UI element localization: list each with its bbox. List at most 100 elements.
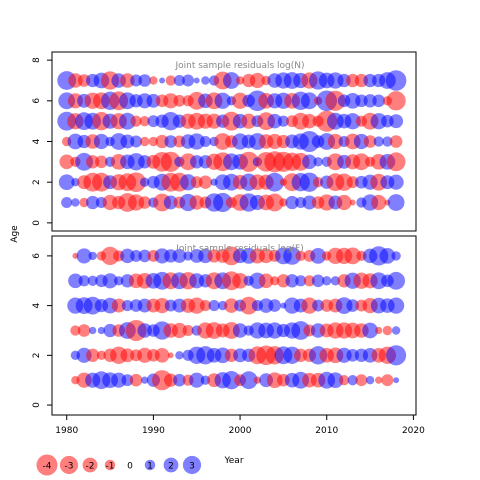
log-f-bubble <box>121 300 133 312</box>
log-f-bubble <box>375 376 383 384</box>
legend-bubble <box>104 459 116 471</box>
log-n-bubble <box>265 193 284 212</box>
log-n-bubble <box>238 151 259 172</box>
log-n-bubble <box>79 197 89 208</box>
log-f-bubble <box>78 275 90 287</box>
log-n-bubble <box>265 172 285 192</box>
log-f-bubble <box>391 251 401 261</box>
log-n-bubble <box>138 74 151 87</box>
log-n-bubble <box>148 136 159 147</box>
log-n-bubble <box>198 175 213 189</box>
log-f-bubble <box>76 248 92 264</box>
log-n-bubble <box>213 192 233 213</box>
log-n-bubbles <box>57 70 407 213</box>
log-f-bubble <box>121 374 134 387</box>
log-f-bubble <box>285 274 299 288</box>
log-f-bubble <box>129 373 143 387</box>
log-n-bubble <box>201 76 210 85</box>
log-f-bubble <box>232 272 248 289</box>
x-axis-label: Year <box>223 456 243 466</box>
log-f-bubble <box>338 375 350 386</box>
log-f-bubble <box>86 348 100 362</box>
log-n-bubble <box>235 76 245 85</box>
x-tick-label: 2010 <box>315 426 338 436</box>
log-n-y-tick-label: 8 <box>32 57 42 63</box>
log-f-bubble <box>138 249 151 263</box>
log-n-bubble <box>61 196 73 209</box>
log-f-bubble <box>375 326 383 335</box>
log-n-bubble <box>199 135 211 148</box>
log-n-bubble <box>249 72 265 89</box>
log-n-bubble <box>58 174 75 191</box>
log-f-bubble <box>330 276 341 286</box>
log-f-bubble <box>167 352 174 359</box>
log-n-bubble <box>302 154 317 170</box>
log-n-bubble <box>59 154 74 170</box>
legend-bubble <box>82 457 98 473</box>
log-f-bubble <box>268 299 282 312</box>
legend-bubble <box>144 459 156 471</box>
log-f-y-tick-label: 4 <box>32 302 42 308</box>
log-f-bubble <box>182 324 194 337</box>
log-f-bubble <box>322 276 332 286</box>
log-f-bubble <box>70 325 81 336</box>
log-n-bubble <box>327 133 343 150</box>
log-f-bubble <box>172 248 187 263</box>
log-n-bubble <box>71 198 80 207</box>
log-f-bubble <box>100 246 120 266</box>
log-n-bubble <box>372 94 386 108</box>
log-n-bubble <box>140 136 150 147</box>
log-n-y-tick-label: 0 <box>32 220 42 226</box>
log-n-bubble <box>301 92 318 110</box>
log-n-title: Joint sample residuals log(N) <box>174 61 304 71</box>
legend-bubble <box>36 454 58 476</box>
log-n-bubble <box>120 134 135 149</box>
log-f-bubble <box>175 351 184 360</box>
log-f-bubble <box>382 325 393 336</box>
log-n-bubble <box>130 74 143 87</box>
log-f-bubble <box>387 297 405 314</box>
log-n-bubble <box>387 194 405 211</box>
log-f-bubbles <box>67 246 407 391</box>
log-f-bubble <box>120 348 135 363</box>
log-f-bubble <box>130 249 143 262</box>
log-f-bubble <box>283 246 302 265</box>
log-n-panel: Joint sample residuals log(N) 0 2 4 6 8 <box>32 51 417 232</box>
log-f-bubble <box>379 248 396 264</box>
legend-bubble <box>163 457 179 473</box>
log-n-bubble <box>93 133 109 150</box>
log-f-bubble <box>189 372 205 388</box>
log-f-bubble <box>154 298 170 314</box>
legend-label: -4 <box>43 462 52 472</box>
log-f-bubble <box>120 248 135 264</box>
log-f-bubble <box>295 250 306 262</box>
log-n-bubble <box>363 135 377 148</box>
log-n-bubble <box>313 157 323 167</box>
log-n-bubble <box>346 176 359 189</box>
log-n-bubble <box>349 199 356 206</box>
x-tick-label: 2020 <box>402 426 425 436</box>
log-n-bubble <box>160 151 181 172</box>
log-f-bubble <box>386 345 407 366</box>
log-f-bubble <box>381 374 394 387</box>
log-f-bubble <box>111 372 127 388</box>
log-n-bubble <box>193 77 200 84</box>
log-f-bubble <box>311 274 325 288</box>
log-f-bubble <box>87 275 98 286</box>
log-n-bubble <box>173 94 186 107</box>
log-f-title: Joint sample residuals log(F) <box>175 244 303 254</box>
log-f-bubble <box>346 299 360 312</box>
log-f-bubble <box>208 300 220 312</box>
log-n-bubble <box>130 115 142 127</box>
log-f-bubble <box>97 326 106 335</box>
legend-label: -1 <box>106 462 115 472</box>
log-n-bubble <box>336 194 352 211</box>
log-f-y-axis: 0 2 4 6 <box>32 253 52 408</box>
log-f-bubble <box>258 248 274 264</box>
log-f-bubble <box>96 350 107 360</box>
log-f-y-tick-label: 6 <box>32 253 42 259</box>
log-f-bubble <box>232 323 248 338</box>
log-n-bubble <box>285 195 299 210</box>
log-n-bubble <box>189 195 204 210</box>
